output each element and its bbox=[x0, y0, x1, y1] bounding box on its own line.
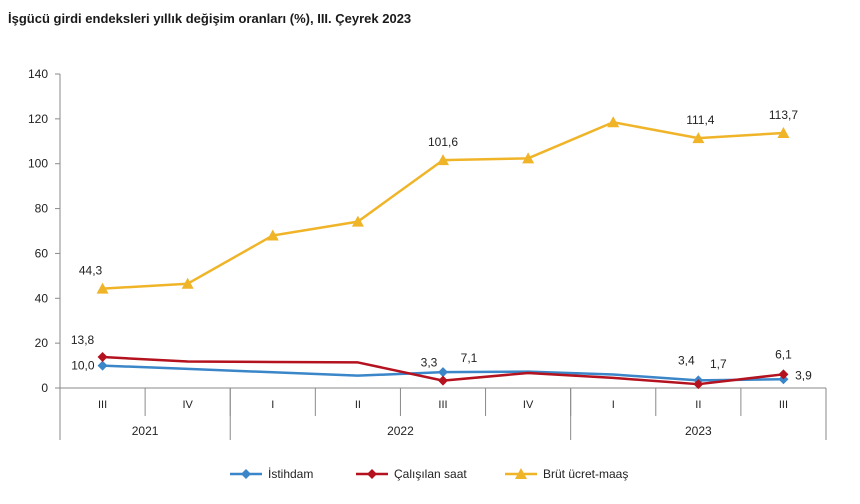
y-tick-label: 20 bbox=[35, 336, 49, 350]
x-tick-label: I bbox=[612, 399, 615, 411]
data-point-marker bbox=[96, 282, 109, 294]
y-tick-label: 140 bbox=[28, 67, 48, 81]
data-point-marker bbox=[97, 360, 108, 371]
data-point-marker bbox=[351, 215, 364, 227]
y-tick-label: 0 bbox=[41, 381, 48, 395]
legend-label: İstihdam bbox=[268, 467, 313, 481]
data-point-marker bbox=[437, 154, 449, 166]
data-point-marker bbox=[777, 126, 790, 138]
data-label: 3,3 bbox=[421, 356, 438, 370]
data-label: 101,6 bbox=[428, 135, 458, 149]
data-point-marker bbox=[693, 379, 704, 390]
data-label: 3,4 bbox=[678, 353, 695, 367]
data-label: 7,1 bbox=[461, 351, 478, 365]
legend-label: Brüt ücret-maaş bbox=[543, 467, 628, 481]
data-point-marker bbox=[367, 469, 377, 479]
legend-label: Çalışılan saat bbox=[394, 467, 467, 481]
data-label: 13,8 bbox=[71, 333, 95, 347]
y-tick-label: 80 bbox=[35, 202, 49, 216]
data-point-marker bbox=[692, 132, 705, 144]
data-label: 113,7 bbox=[769, 108, 798, 122]
data-point-marker bbox=[778, 369, 789, 380]
legend-entry: Brüt ücret-maaş bbox=[505, 467, 628, 481]
data-point-marker bbox=[438, 367, 448, 378]
x-tick-label: III bbox=[779, 399, 788, 411]
x-tick-label: IV bbox=[182, 399, 193, 411]
x-tick-label: III bbox=[98, 399, 107, 411]
data-point-marker bbox=[97, 352, 108, 363]
data-labels: 10,0 13,8 44,3 3,3 7,1 101,6 3,4 1,7 111,4 6,13,9… bbox=[71, 108, 812, 382]
chart-title: İşgücü girdi endeksleri yıllık değişim o… bbox=[8, 11, 412, 26]
data-label: 3,9 bbox=[795, 368, 812, 382]
y-tick-label: 40 bbox=[35, 291, 49, 305]
x-tick-label: III bbox=[438, 399, 447, 411]
data-point-marker bbox=[438, 375, 448, 386]
legend: İstihdam Çalışılan saat Brüt ücret-maaş bbox=[230, 467, 628, 481]
x-tick-label: IV bbox=[523, 399, 534, 411]
y-tick-label: 120 bbox=[28, 112, 48, 126]
data-point-marker bbox=[515, 468, 527, 479]
x-year-label: 2021 bbox=[132, 424, 159, 438]
x-tick-label: II bbox=[695, 399, 701, 411]
legend-entry: Çalışılan saat bbox=[356, 467, 467, 481]
data-label: 44,3 bbox=[79, 264, 103, 278]
data-point-marker bbox=[181, 277, 194, 289]
y-tick-label: 100 bbox=[28, 157, 48, 171]
data-label: 6,1 bbox=[775, 347, 792, 361]
x-tick-label: II bbox=[355, 399, 361, 411]
data-label: 10,0 bbox=[71, 359, 95, 373]
series-lines bbox=[96, 116, 790, 390]
data-point-marker bbox=[522, 152, 535, 164]
x-year-label: 2022 bbox=[387, 424, 414, 438]
x-tick-label: I bbox=[271, 399, 274, 411]
data-point-marker bbox=[607, 116, 620, 128]
data-label: 111,4 bbox=[686, 113, 715, 127]
data-point-marker bbox=[266, 229, 279, 241]
data-point-marker bbox=[241, 469, 251, 479]
y-tick-label: 60 bbox=[35, 246, 49, 260]
data-label: 1,7 bbox=[710, 357, 727, 371]
legend-entry: İstihdam bbox=[230, 467, 313, 481]
x-year-label: 2023 bbox=[685, 424, 712, 438]
